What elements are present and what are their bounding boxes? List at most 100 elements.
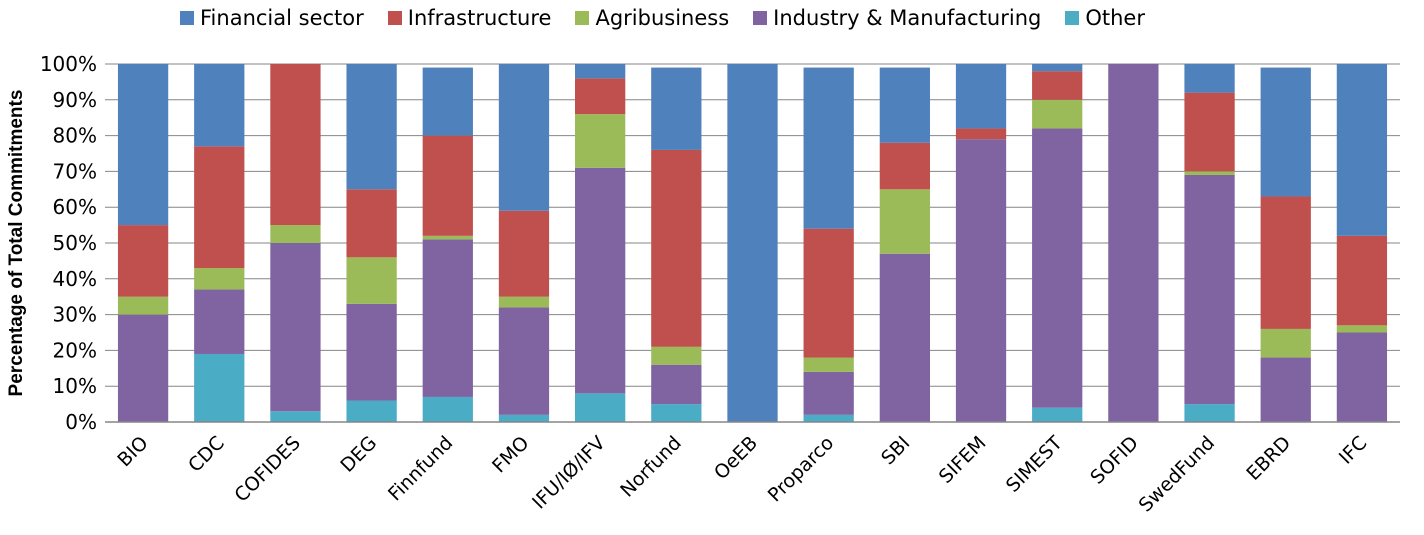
- x-tick-label: Finnfund: [384, 432, 457, 505]
- chart-legend: Financial sector Infrastructure Agribusi…: [180, 6, 1145, 30]
- bar-segment-financial-sector: [651, 67, 702, 150]
- x-tick-label: BIO: [113, 432, 152, 471]
- bar-segment-other: [498, 414, 550, 422]
- bar-segment-financial-sector: [1032, 64, 1083, 72]
- bar-segment-infrastructure: [1336, 235, 1388, 326]
- bar-segment-infrastructure: [575, 78, 626, 115]
- bar-segment-other: [422, 396, 473, 422]
- bar-segment-industry-manufacturing: [117, 314, 169, 422]
- bar-segment-financial-sector: [1260, 67, 1311, 197]
- bar-segment-industry-manufacturing: [346, 303, 397, 401]
- bar-segment-agribusiness: [879, 189, 930, 254]
- bar-segment-infrastructure: [1184, 92, 1235, 172]
- bar-segment-infrastructure: [1032, 71, 1083, 100]
- y-axis-ticks: 0% 10% 20% 30% 40% 50% 60% 70% 80% 90% 100%: [40, 52, 97, 434]
- bar-segment-industry-manufacturing: [651, 364, 702, 405]
- bar-segment-agribusiness: [651, 346, 702, 365]
- x-tick-label: SBI: [877, 432, 914, 469]
- bar-segment-infrastructure: [955, 128, 1007, 140]
- bar-segment-industry-manufacturing: [955, 139, 1007, 422]
- legend-label-financial-sector: Financial sector: [200, 6, 364, 30]
- bar-segment-agribusiness: [1260, 328, 1311, 358]
- bar-segment-infrastructure: [194, 146, 245, 269]
- x-tick-label: SwedFund: [1135, 432, 1219, 516]
- bar-segment-other: [651, 404, 702, 422]
- legend-swatch-financial-sector: [180, 11, 194, 25]
- bars: [117, 64, 1388, 422]
- legend-item-other: Other: [1065, 6, 1145, 30]
- x-tick-label: OeEB: [710, 432, 762, 484]
- bar-segment-financial-sector: [955, 64, 1007, 129]
- bar-segment-industry-manufacturing: [879, 253, 930, 422]
- legend-label-industry-manufacturing: Industry & Manufacturing: [773, 6, 1042, 30]
- y-tick-label: 30%: [53, 303, 97, 327]
- bar-segment-agribusiness: [422, 235, 473, 240]
- bar-segment-financial-sector: [117, 64, 169, 226]
- bar-segment-industry-manufacturing: [803, 371, 854, 415]
- bar-segment-agribusiness: [803, 357, 854, 372]
- bar-segment-other: [1184, 404, 1235, 422]
- bar-segment-industry-manufacturing: [422, 239, 473, 397]
- bar-segment-other: [270, 411, 321, 422]
- y-tick-label: 40%: [53, 267, 97, 291]
- bar-segment-agribusiness: [117, 296, 169, 315]
- legend-swatch-infrastructure: [387, 11, 402, 25]
- x-tick-label: SIMEST: [1002, 432, 1067, 497]
- bar-segment-agribusiness: [194, 268, 245, 290]
- legend-swatch-industry-manufacturing: [753, 11, 768, 25]
- bar-segment-agribusiness: [575, 114, 626, 168]
- bar-segment-agribusiness: [346, 257, 397, 304]
- x-tick-label: FMO: [488, 432, 533, 477]
- bar-segment-financial-sector: [1336, 64, 1388, 236]
- bar-segment-industry-manufacturing: [1260, 357, 1311, 422]
- bar-segment-infrastructure: [498, 210, 550, 297]
- bar-segment-agribusiness: [1336, 325, 1388, 333]
- legend-label-agribusiness: Agribusiness: [595, 6, 730, 30]
- bar-segment-other: [194, 353, 245, 422]
- bar-segment-infrastructure: [651, 149, 702, 347]
- bar-segment-industry-manufacturing: [270, 243, 321, 412]
- x-tick-label: Proparco: [764, 432, 838, 506]
- bar-segment-other: [1032, 407, 1083, 422]
- bar-segment-financial-sector: [1184, 64, 1235, 93]
- bar-segment-infrastructure: [270, 64, 321, 226]
- bar-segment-financial-sector: [498, 64, 550, 211]
- bar-segment-other: [803, 414, 854, 422]
- bar-segment-infrastructure: [1260, 196, 1311, 329]
- y-tick-label: 70%: [53, 159, 97, 183]
- bar-segment-financial-sector: [346, 64, 397, 190]
- legend-item-industry-manufacturing: Industry & Manufacturing: [753, 6, 1041, 30]
- legend-swatch-agribusiness: [575, 11, 590, 25]
- y-tick-label: 50%: [53, 231, 97, 255]
- bar-segment-infrastructure: [803, 228, 854, 358]
- x-tick-label: SIFEM: [935, 432, 991, 488]
- legend-item-agribusiness: Agribusiness: [575, 6, 729, 30]
- bar-segment-industry-manufacturing: [1032, 128, 1083, 408]
- y-axis-label: Percentage of Total Commitments: [6, 90, 27, 397]
- bar-segment-agribusiness: [1032, 99, 1083, 129]
- x-tick-label: IFC: [1335, 432, 1372, 469]
- bar-segment-industry-manufacturing: [1108, 64, 1159, 422]
- bar-segment-financial-sector: [575, 64, 626, 79]
- bar-segment-financial-sector: [194, 64, 245, 147]
- x-tick-label: Norfund: [616, 432, 686, 502]
- bar-segment-infrastructure: [117, 225, 169, 297]
- legend-swatch-other: [1065, 11, 1080, 25]
- bar-segment-industry-manufacturing: [1184, 174, 1235, 405]
- bar-segment-industry-manufacturing: [575, 167, 626, 394]
- bar-segment-infrastructure: [879, 142, 930, 190]
- x-tick-label: DEG: [336, 432, 381, 477]
- x-tick-label: EBRD: [1242, 432, 1295, 485]
- bar-segment-financial-sector: [422, 67, 473, 136]
- y-tick-label: 100%: [40, 52, 97, 76]
- bar-segment-infrastructure: [422, 135, 473, 236]
- y-tick-label: 0%: [65, 410, 97, 434]
- legend-item-infrastructure: Infrastructure: [387, 6, 551, 30]
- y-tick-label: 60%: [53, 195, 97, 219]
- bar-segment-infrastructure: [346, 189, 397, 258]
- bar-segment-financial-sector: [727, 64, 778, 422]
- bar-segment-agribusiness: [498, 296, 550, 308]
- y-tick-label: 10%: [53, 374, 97, 398]
